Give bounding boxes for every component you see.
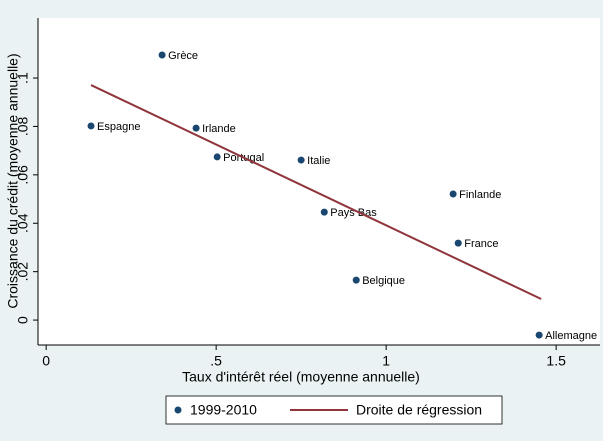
x-tick-label: 0: [42, 353, 50, 369]
y-tick-label: .08: [15, 116, 31, 136]
x-axis-title: Taux d'intérêt réel (moyenne annuelle): [182, 369, 420, 385]
point: [535, 331, 543, 339]
point: [213, 153, 221, 161]
point-label: Italie: [307, 155, 330, 167]
x-tick-label: .5: [210, 353, 222, 369]
point: [192, 124, 200, 132]
x-tick-label: 1: [382, 353, 390, 369]
legend-label: 1999-2010: [190, 402, 257, 418]
point: [449, 190, 457, 198]
point-label: Irlande: [202, 123, 236, 135]
legend-marker: [174, 406, 182, 414]
plot-area: [38, 18, 600, 345]
point-label: Espagne: [97, 121, 140, 133]
point: [320, 208, 328, 216]
y-tick-label: 0: [15, 316, 31, 324]
point-label: Allemagne: [545, 330, 597, 342]
point: [158, 51, 166, 59]
point: [454, 239, 462, 247]
regression-line: [90, 84, 542, 300]
y-axis-title: Croissance du crédit (moyenne annuelle): [5, 53, 21, 308]
y-tick-label: .06: [15, 165, 31, 185]
point-label: Grèce: [168, 50, 198, 62]
y-tick-label: .04: [15, 213, 31, 233]
point-label: Belgique: [362, 275, 405, 287]
x-tick-label: 1.5: [546, 353, 566, 369]
point-label: France: [464, 238, 498, 250]
point-label: Finlande: [459, 189, 501, 201]
legend-label: Droite de régression: [356, 402, 482, 418]
point: [297, 156, 305, 164]
point: [352, 276, 360, 284]
y-tick-label: .02: [15, 262, 31, 282]
y-tick-label: .1: [15, 72, 31, 84]
point: [87, 122, 95, 130]
